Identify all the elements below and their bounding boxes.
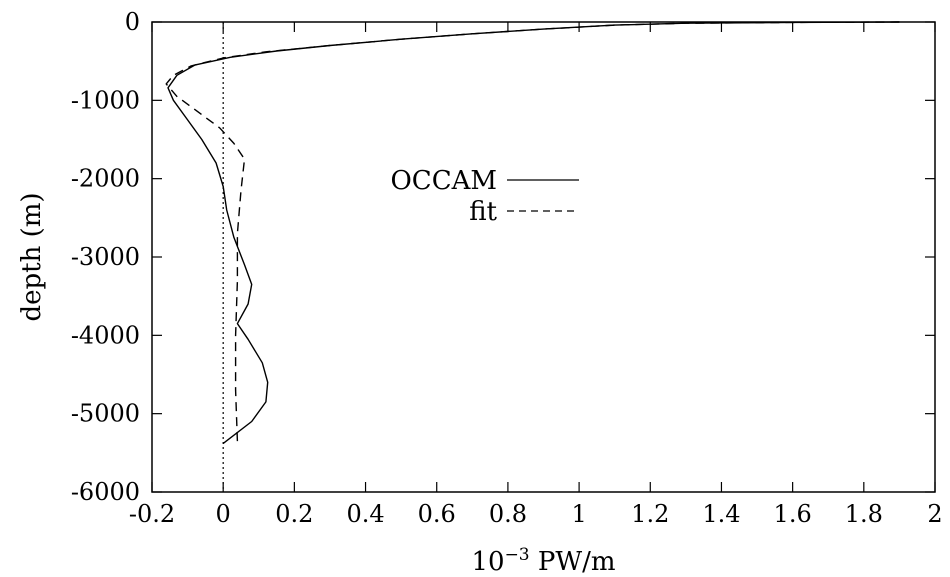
legend-label-occam: OCCAM (390, 166, 497, 196)
x-axis-label: 10−3 PW/m (471, 545, 615, 577)
y-tick-label: -4000 (71, 321, 140, 349)
y-tick-label: -2000 (71, 165, 140, 193)
series-lines (165, 21, 900, 444)
y-tick-label: -1000 (71, 86, 140, 114)
series-line-occam (167, 21, 900, 444)
y-tick-label: -5000 (71, 400, 140, 428)
x-tick-label: 1.8 (845, 500, 883, 528)
y-tick-label: 0 (125, 8, 140, 36)
y-tick-label: -6000 (71, 478, 140, 506)
legend-label-fit: fit (469, 197, 497, 227)
x-tick-label: 0.4 (346, 500, 384, 528)
x-tick-label: 0.6 (418, 500, 456, 528)
x-axis-label-base: 10 (471, 547, 504, 577)
x-axis-label-exponent: −3 (505, 545, 530, 565)
y-axis-label: depth (m) (17, 192, 47, 321)
x-tick-label: 2 (927, 500, 942, 528)
x-tick-label: 1.6 (774, 500, 812, 528)
x-tick-label: 0 (216, 500, 231, 528)
x-tick-label: 1.2 (631, 500, 669, 528)
x-tick-label: -0.2 (129, 500, 175, 528)
x-axis-ticks: -0.2 0 0.2 0.4 0.6 0.8 1 1.2 1.4 1.6 1.8 2 (129, 22, 943, 528)
x-tick-label: 0.2 (275, 500, 313, 528)
y-tick-label: -3000 (71, 243, 140, 271)
series-line-fit (165, 21, 900, 442)
y-axis-ticks: 0 -1000 -2000 -3000 -4000 -5000 -6000 (71, 8, 935, 506)
legend: OCCAM fit (390, 166, 579, 227)
x-tick-label: 1 (571, 500, 586, 528)
x-tick-label: 1.4 (702, 500, 740, 528)
x-axis-label-unit: PW/m (530, 547, 616, 577)
x-tick-label: 0.8 (489, 500, 527, 528)
